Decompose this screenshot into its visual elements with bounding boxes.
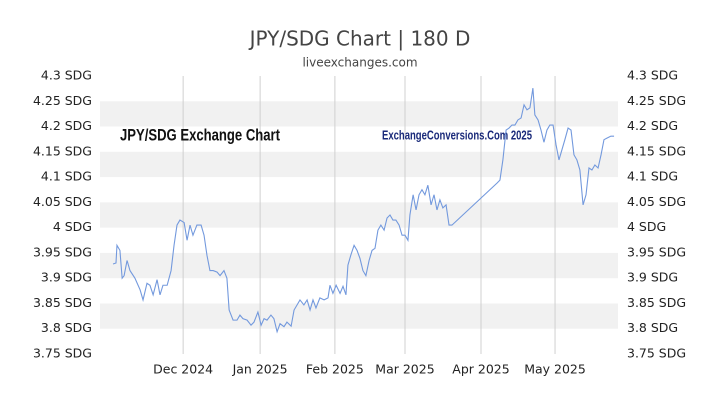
grid-bands — [100, 101, 618, 329]
line-series — [112, 88, 615, 334]
y-tick-label: 3.85 SDG — [33, 295, 92, 310]
y-tick-label-right: 4.1 SDG — [627, 169, 678, 184]
y-tick-label-right: 4.2 SDG — [627, 118, 678, 133]
y-tick-label: 4.3 SDG — [41, 68, 92, 83]
y-tick-label-right: 4 SDG — [627, 219, 666, 234]
y-tick-label-right: 4.15 SDG — [627, 143, 686, 158]
y-tick-label: 4.05 SDG — [33, 194, 92, 209]
y-tick-label: 3.95 SDG — [33, 244, 92, 259]
grid-band — [100, 151, 618, 178]
y-tick-label: 4.1 SDG — [41, 169, 92, 184]
y-tick-label: 4.15 SDG — [33, 143, 92, 158]
x-tick-label: Jan 2025 — [232, 362, 288, 377]
y-tick-label: 4.2 SDG — [41, 118, 92, 133]
y-tick-label-right: 3.85 SDG — [627, 295, 686, 310]
y-tick-label-right: 3.8 SDG — [627, 320, 678, 335]
y-tick-label: 4 SDG — [53, 219, 92, 234]
x-tick-label: May 2025 — [524, 362, 586, 377]
y-tick-label-right: 4.3 SDG — [627, 68, 678, 83]
y-tick-label-right: 3.9 SDG — [627, 270, 678, 285]
y-tick-label-right: 3.95 SDG — [627, 244, 686, 259]
annotation: ExchangeConversions.Com 2025 — [382, 127, 532, 142]
chart-title: JPY/SDG Chart | 180 D — [248, 27, 471, 51]
y-tick-label: 3.8 SDG — [41, 320, 92, 335]
y-tick-label: 3.75 SDG — [33, 346, 92, 361]
y-tick-label-right: 4.05 SDG — [627, 194, 686, 209]
y-tick-label-right: 3.75 SDG — [627, 346, 686, 361]
y-tick-label-right: 4.25 SDG — [627, 93, 686, 108]
y-tick-label: 3.9 SDG — [41, 270, 92, 285]
grid-band — [100, 202, 618, 228]
x-tick-label: Feb 2025 — [306, 362, 364, 377]
x-tick-label: Dec 2024 — [153, 362, 213, 377]
annotation: JPY/SDG Exchange Chart — [120, 125, 280, 144]
x-tick-label: Apr 2025 — [452, 362, 509, 377]
grid-band — [100, 303, 618, 329]
chart-subtitle: liveexchanges.com — [302, 56, 417, 70]
grid-band — [100, 101, 618, 127]
y-tick-label: 4.25 SDG — [33, 93, 92, 108]
x-tick-label: Mar 2025 — [375, 362, 434, 377]
